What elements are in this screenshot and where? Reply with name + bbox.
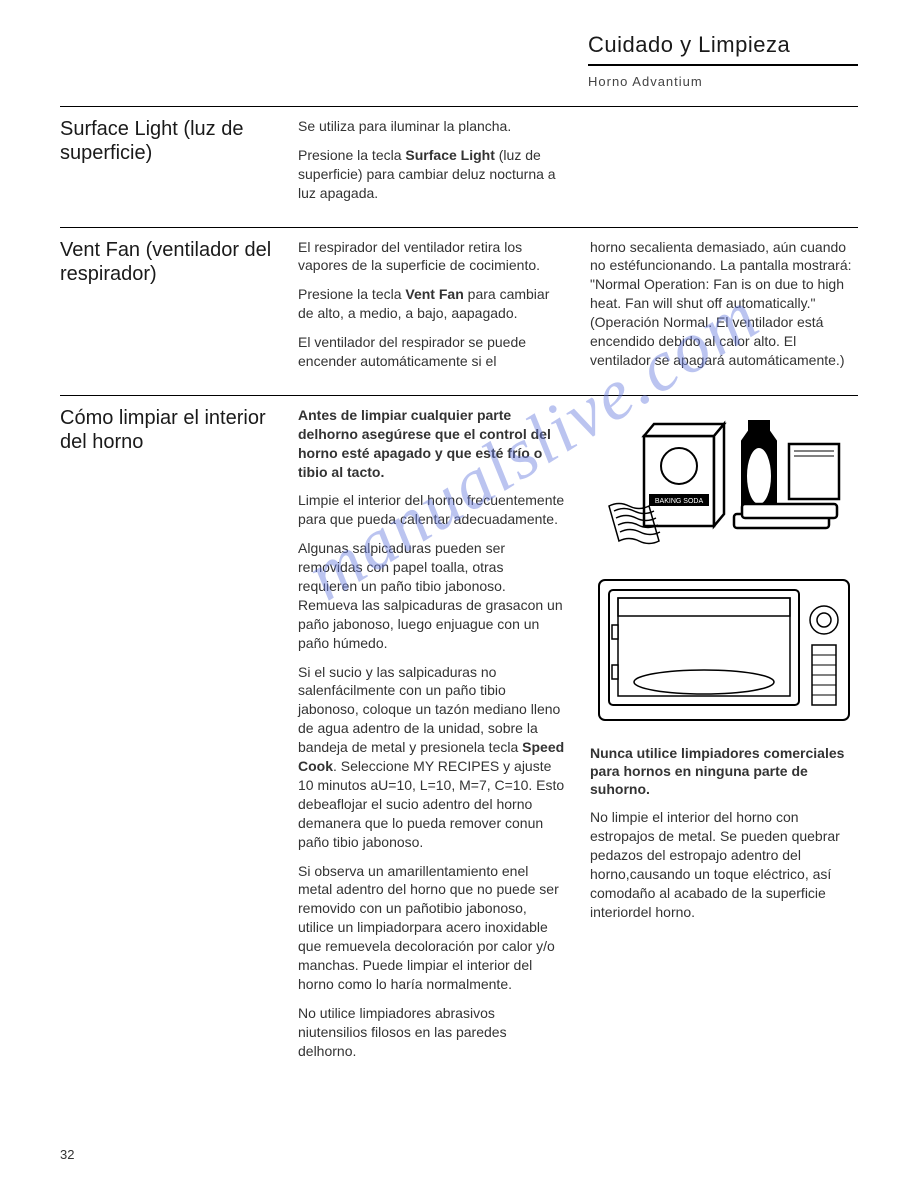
section-body-col2 (590, 117, 858, 213)
paragraph: Algunas salpicaduras pueden ser removida… (298, 539, 566, 652)
caption-bold: Nunca utilice limpiadores comerciales pa… (590, 744, 858, 799)
header-subtitle: Horno Advantium (588, 74, 858, 89)
paragraph: El ventilador del respirador se puede en… (298, 333, 566, 371)
header-rule (588, 64, 858, 66)
page-title: Cuidado y Limpieza (588, 32, 858, 58)
paragraph-bold: Antes de limpiar cualquier parte delhorn… (298, 406, 566, 482)
cleaning-supplies-illustration: BAKING SODA (590, 406, 858, 556)
paragraph: Presione la tecla Vent Fan para cambiar … (298, 285, 566, 323)
section-cleaning: Cómo limpiar el interior del horno Antes… (60, 396, 858, 1085)
page-number: 32 (60, 1147, 74, 1162)
section-vent-fan: Vent Fan (ventilador del respirador) El … (60, 228, 858, 395)
header-block: Cuidado y Limpieza Horno Advantium (588, 32, 858, 89)
svg-text:BAKING SODA: BAKING SODA (655, 498, 704, 505)
section-heading: Cómo limpiar el interior del horno (60, 406, 298, 1071)
content-area: Surface Light (luz de superficie) Se uti… (60, 106, 858, 1084)
paragraph: El respirador del ventilador retira los … (298, 238, 566, 276)
section-heading: Surface Light (luz de superficie) (60, 117, 298, 213)
paragraph: Si el sucio y las salpicaduras no salenf… (298, 663, 566, 852)
paragraph: No limpie el interior del horno con estr… (590, 808, 858, 921)
section-body-col2: BAKING SODA (590, 406, 858, 1071)
paragraph: Limpie el interior del horno frecuenteme… (298, 491, 566, 529)
paragraph: Presione la tecla Surface Light (luz de … (298, 146, 566, 203)
paragraph: No utilice limpiadores abrasivos niutens… (298, 1004, 566, 1061)
section-body-col2: horno secalienta demasiado, aún cuando n… (590, 238, 858, 381)
section-surface-light: Surface Light (luz de superficie) Se uti… (60, 107, 858, 227)
section-body-col1: El respirador del ventilador retira los … (298, 238, 566, 381)
microwave-illustration (590, 570, 858, 730)
section-body-col1: Antes de limpiar cualquier parte delhorn… (298, 406, 566, 1071)
paragraph: Si observa un amarillentamiento enel met… (298, 862, 566, 994)
section-body-col1: Se utiliza para iluminar la plancha. Pre… (298, 117, 566, 213)
paragraph: horno secalienta demasiado, aún cuando n… (590, 238, 858, 370)
section-heading: Vent Fan (ventilador del respirador) (60, 238, 298, 381)
paragraph: Se utiliza para iluminar la plancha. (298, 117, 566, 136)
